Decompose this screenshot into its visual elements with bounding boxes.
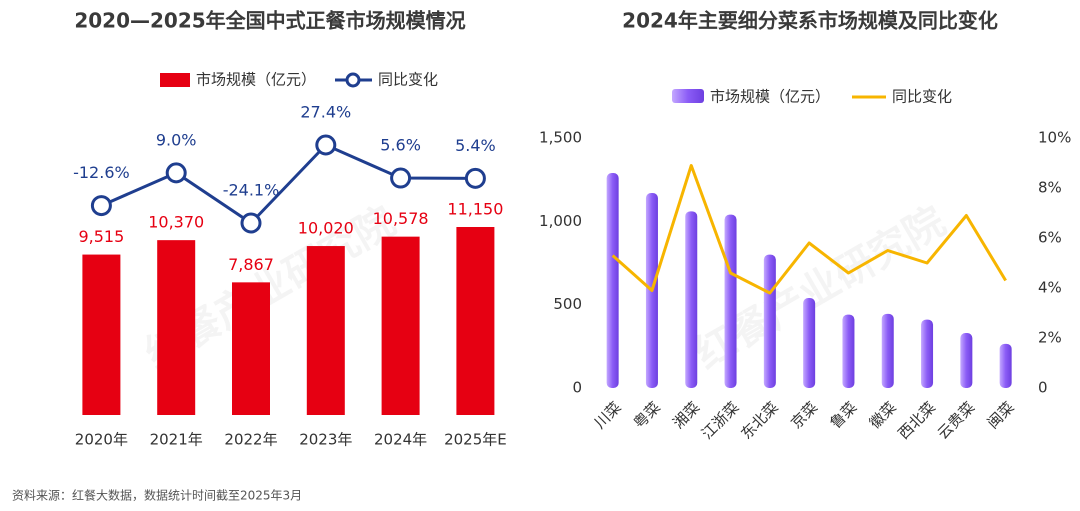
y-tick-label: 1,000 [539,212,582,230]
legend-swatch [672,89,704,103]
x-tick-label: 京菜 [787,398,821,432]
bar [306,246,345,415]
chart-title: 2020—2025年全国中式正餐市场规模情况 [74,9,465,33]
line-value-label: -12.6% [73,163,130,182]
bar-value-label: 11,150 [447,200,503,219]
x-tick-label: 鲁菜 [827,398,861,432]
y2-tick-label: 0 [1038,379,1048,397]
x-tick-label: 2021年 [150,431,203,449]
x-tick-label: 粤菜 [630,398,664,432]
bar [685,211,698,388]
line [100,143,476,225]
bar-value-label: 10,020 [298,219,354,238]
bar [606,173,619,388]
bar [999,343,1012,388]
y-tick-label: 1,500 [539,129,582,147]
y-tick-label: 500 [553,295,582,313]
y2-tick-label: 10% [1038,129,1071,147]
bar [157,240,196,415]
x-tick-label: 云贵菜 [934,398,979,443]
bar [763,254,776,388]
bar [842,314,855,388]
bar [232,282,270,415]
bar-value-label: 10,578 [373,209,429,228]
line-marker [240,212,262,234]
x-tick-label: 闽菜 [984,398,1018,432]
y2-tick-label: 6% [1038,229,1062,247]
x-tick-label: 2024年 [374,431,427,449]
line-value-label: 5.6% [380,136,421,155]
x-tick-label: 2020年 [75,431,128,449]
x-tick-label: 2023年 [299,431,352,449]
line-value-label: 5.4% [455,136,496,155]
bar-value-label: 10,370 [148,213,204,232]
source-note: 资料来源：红餐大数据，数据统计时间截至2025年3月 [12,488,302,503]
line-value-label: -24.1% [223,181,280,200]
legend-swatch [345,72,361,88]
bar-value-label: 9,515 [78,227,124,246]
bar [803,298,816,388]
legend-label: 同比变化 [378,71,438,89]
y2-tick-label: 4% [1038,279,1062,297]
legend-swatch [160,73,190,87]
bar [960,333,973,388]
bar [724,214,737,388]
y2-tick-label: 8% [1038,179,1062,197]
bar [456,227,495,415]
line-marker [315,134,337,156]
x-tick-label: 湘菜 [669,398,703,432]
line-marker [90,195,112,217]
x-tick-label: 2022年 [224,431,277,449]
bar [881,313,894,388]
line-marker [165,162,187,184]
y-tick-label: 0 [572,379,582,397]
x-tick-label: 2025年E [444,431,507,449]
line [611,164,1007,295]
line-marker [390,167,412,189]
legend-label: 同比变化 [892,88,952,106]
x-tick-label: 东北菜 [737,398,782,443]
y2-tick-label: 2% [1038,329,1062,347]
legend-label: 市场规模（亿元） [710,88,830,106]
line-value-label: 9.0% [156,130,197,149]
x-tick-label: 徽菜 [866,398,900,432]
legend-label: 市场规模（亿元） [196,71,316,89]
x-tick-label: 西北菜 [895,398,940,443]
bar [381,236,420,415]
x-tick-label: 川菜 [591,398,625,432]
bar-value-label: 7,867 [228,255,274,274]
line-value-label: 27.4% [300,103,351,122]
bar [921,319,934,388]
bar [82,254,121,415]
x-tick-label: 江浙菜 [698,398,743,443]
line-marker [464,167,486,189]
chart-title: 2024年主要细分菜系市场规模及同比变化 [622,9,998,33]
